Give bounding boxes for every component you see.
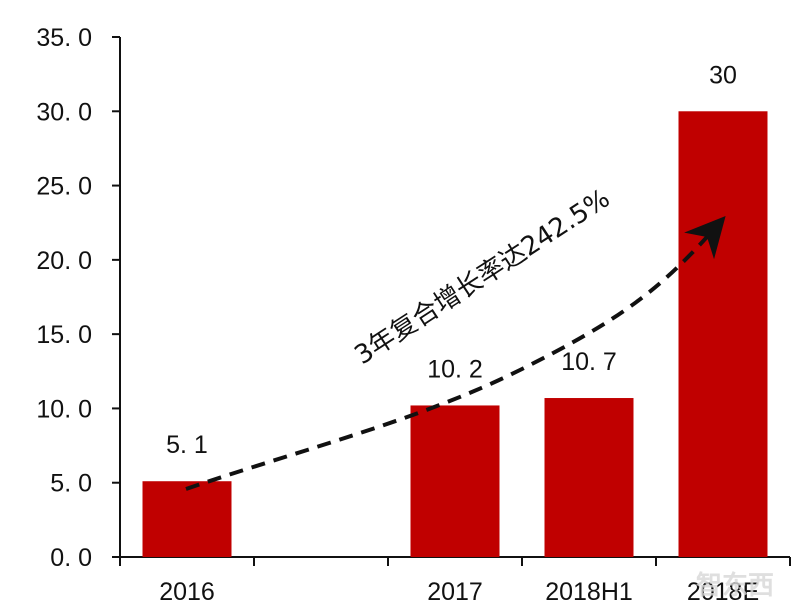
value-labels: 5. 1 10. 2 10. 7 30 <box>166 61 737 459</box>
y-tick-label: 0. 0 <box>50 544 92 572</box>
value-label: 30 <box>709 61 737 89</box>
bar-series <box>142 111 768 558</box>
bar <box>142 481 232 557</box>
bar <box>410 405 500 557</box>
y-tick-label: 30. 0 <box>36 98 92 126</box>
x-axis <box>112 556 791 566</box>
category-label: 2018E <box>687 578 759 606</box>
y-tick-label: 15. 0 <box>36 321 92 349</box>
y-tick-label: 25. 0 <box>36 173 92 201</box>
growth-arrow <box>185 216 726 491</box>
y-tick-label: 5. 0 <box>50 470 92 498</box>
y-tick-label: 35. 0 <box>36 24 92 52</box>
y-axis: 0. 0 5. 0 10. 0 15. 0 20. 0 25. 0 30. 0 35. 0 <box>36 24 121 572</box>
value-label: 10. 2 <box>427 355 483 383</box>
watermark: 智东西 <box>696 570 774 601</box>
value-label: 10. 7 <box>561 348 617 376</box>
category-label: 2018H1 <box>545 578 633 606</box>
category-labels: 2016 2017 2018H1 2018E <box>159 578 759 606</box>
category-label: 2017 <box>427 578 483 606</box>
bar <box>678 111 768 558</box>
y-tick-label: 20. 0 <box>36 247 92 275</box>
category-label: 2016 <box>159 578 215 606</box>
bar <box>544 398 634 557</box>
value-label: 5. 1 <box>166 431 208 459</box>
y-tick-label: 10. 0 <box>36 395 92 423</box>
